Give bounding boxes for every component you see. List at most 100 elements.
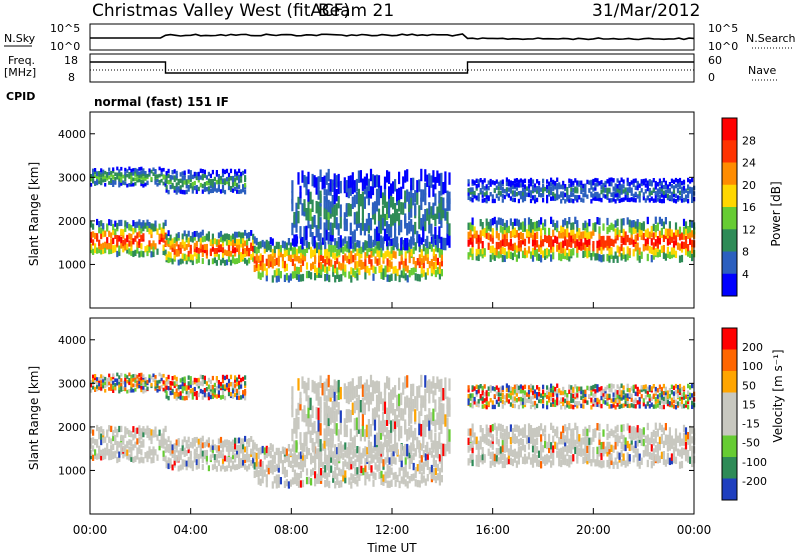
power-cell-197 xyxy=(102,172,105,177)
power-cell-1150 xyxy=(291,191,294,204)
velocity-cell-1931 xyxy=(660,433,663,442)
velocity-cell-1397 xyxy=(406,375,409,388)
power-cell-2374 xyxy=(632,178,635,184)
power-cell-234 xyxy=(120,182,123,186)
velocity-cell-1887 xyxy=(640,428,643,437)
velocity-cell-1458 xyxy=(436,412,439,425)
power-cell-898 xyxy=(330,249,333,257)
power-cell-2042 xyxy=(483,178,486,183)
power-cell-695 xyxy=(231,188,235,193)
power-cell-225 xyxy=(116,175,119,180)
velocity-cell-137 xyxy=(150,449,153,456)
velocity-cell-1807 xyxy=(606,449,609,457)
velocity-cell-1425 xyxy=(420,395,423,408)
velocity-cell-2390 xyxy=(640,385,643,390)
power-cell-1621 xyxy=(523,247,527,256)
velocity-cell-1982 xyxy=(684,427,688,435)
velocity-cell-1363 xyxy=(390,401,393,414)
velocity-cell-472 xyxy=(223,465,227,472)
power-cell-505 xyxy=(236,242,239,249)
power-cell-886 xyxy=(324,241,327,250)
velocity-cell-1904 xyxy=(650,452,653,461)
velocity-cell-499 xyxy=(234,453,237,460)
velocity-cell-1983 xyxy=(687,455,690,463)
velocity-cell-703 xyxy=(234,378,237,383)
power-cell-442 xyxy=(211,258,214,265)
power-cell-819 xyxy=(293,247,296,255)
velocity-cell-986 xyxy=(368,474,371,482)
power-cell-968 xyxy=(358,240,361,248)
power-cell-1580 xyxy=(505,225,508,233)
power-cell-180 xyxy=(96,181,99,186)
power-cell-391 xyxy=(187,237,190,244)
velocity-cell-1520 xyxy=(481,457,484,465)
power-cell-1810 xyxy=(606,226,609,235)
velocity-cell-811 xyxy=(291,477,294,485)
power-cell-97 xyxy=(132,238,135,245)
velocity-cell-1832 xyxy=(616,433,619,441)
power-cell-1078 xyxy=(408,244,411,253)
velocity-cell-138 xyxy=(150,437,153,445)
velocity-cell-1820 xyxy=(610,428,613,437)
velocity-cell-1373 xyxy=(396,442,399,455)
power-cell-62 xyxy=(116,222,119,230)
power-cell-895 xyxy=(328,251,331,259)
power-cell-469 xyxy=(221,240,225,247)
velocity-cell-411 xyxy=(195,436,198,443)
velocity-cell-469 xyxy=(221,446,225,453)
velocity-cell-1144 xyxy=(440,465,443,473)
velocity-cell-1629 xyxy=(527,442,531,450)
velocity-cell-194 xyxy=(100,374,103,379)
velocity-cell-1237 xyxy=(331,401,334,414)
power-cell-1114 xyxy=(426,256,429,265)
velocity-cell-75 xyxy=(122,438,125,445)
power-cell-2075 xyxy=(501,193,504,199)
velocity-cell-2352 xyxy=(622,385,625,390)
power-cell-1828 xyxy=(614,220,617,228)
power-cell-967 xyxy=(358,245,361,254)
velocity-cell-2369 xyxy=(630,393,633,398)
power-cell-1961 xyxy=(674,233,678,241)
power-cell-2165 xyxy=(542,189,545,194)
velocity-cell-721 xyxy=(242,376,245,382)
power-cell-286 xyxy=(140,166,143,171)
power-cell-1340 xyxy=(379,185,383,199)
velocity-cell-1358 xyxy=(388,401,391,415)
power-cell-2074 xyxy=(501,198,504,203)
power-cell-2338 xyxy=(618,198,621,204)
power-cell-1076 xyxy=(408,255,411,264)
power-cell-482 xyxy=(227,250,231,257)
power-cell-2494 xyxy=(682,179,686,185)
velocity-cell-1633 xyxy=(529,457,533,465)
power-cell-352 xyxy=(171,241,174,248)
power-cell-1402 xyxy=(410,236,413,249)
power-cell-618 xyxy=(195,189,198,194)
power-cell-461 xyxy=(219,259,223,266)
velocity-cell-1088 xyxy=(414,470,417,479)
power-cell-2055 xyxy=(491,198,494,204)
velocity-cell-623 xyxy=(197,384,200,389)
velocity-cell-1334 xyxy=(377,399,381,412)
velocity-cell-2068 xyxy=(497,387,500,393)
power-cell-2396 xyxy=(644,189,647,194)
power-cell-1207 xyxy=(319,190,322,204)
power-cell-459 xyxy=(217,239,220,246)
velocity-cell-1000 xyxy=(372,445,375,454)
power-cell-247 xyxy=(124,167,127,172)
power-cell-632 xyxy=(201,173,204,179)
power-cell-1311 xyxy=(367,192,370,206)
power-cell-1942 xyxy=(666,246,669,255)
velocity-cell-2155 xyxy=(536,392,539,397)
velocity-cell-2008 xyxy=(469,402,472,408)
velocity-cell-1159 xyxy=(297,416,300,430)
velocity-cell-16 xyxy=(98,452,101,460)
power-cell-1054 xyxy=(398,261,401,269)
velocity-cell-1293 xyxy=(359,428,362,442)
power-cell-1103 xyxy=(420,249,423,257)
velocity-cell-1185 xyxy=(309,397,312,411)
velocity-cell-1895 xyxy=(646,459,649,468)
velocity-cell-1096 xyxy=(418,460,421,468)
power-cell-394 xyxy=(189,254,192,260)
power-cell-2072 xyxy=(499,182,502,188)
velocity-cell-558 xyxy=(167,374,170,380)
